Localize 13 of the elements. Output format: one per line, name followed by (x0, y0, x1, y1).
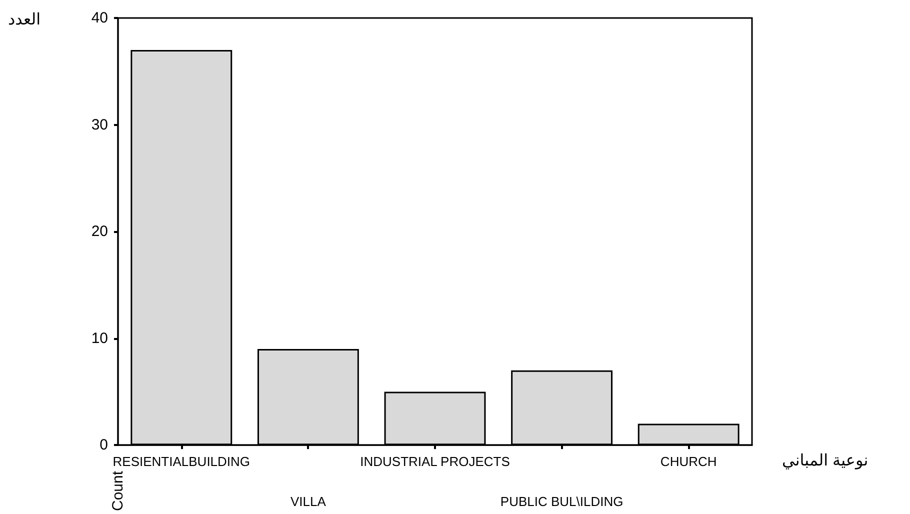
y-tick-label: 30 (91, 116, 108, 134)
text: العدد (8, 12, 41, 28)
x-axis-title: نوعية المباني (782, 452, 868, 470)
y-tick-label: 10 (91, 330, 108, 347)
y-tick-label: 40 (91, 10, 108, 26)
x-tick-label: PUBLIC BUL\ILDING (500, 494, 624, 510)
y-tick-label: 0 (100, 436, 108, 454)
x-tick-label: CHURCH (660, 454, 717, 470)
x-tick-label: INDUSTRIAL PROJECTS (360, 454, 510, 470)
y-tick-label: 20 (91, 223, 108, 240)
y-axis-title: Count (110, 470, 126, 511)
x-tick-label: RESIENTIALBUILDING (112, 454, 250, 470)
x-tick-label: VILLA (290, 494, 326, 510)
